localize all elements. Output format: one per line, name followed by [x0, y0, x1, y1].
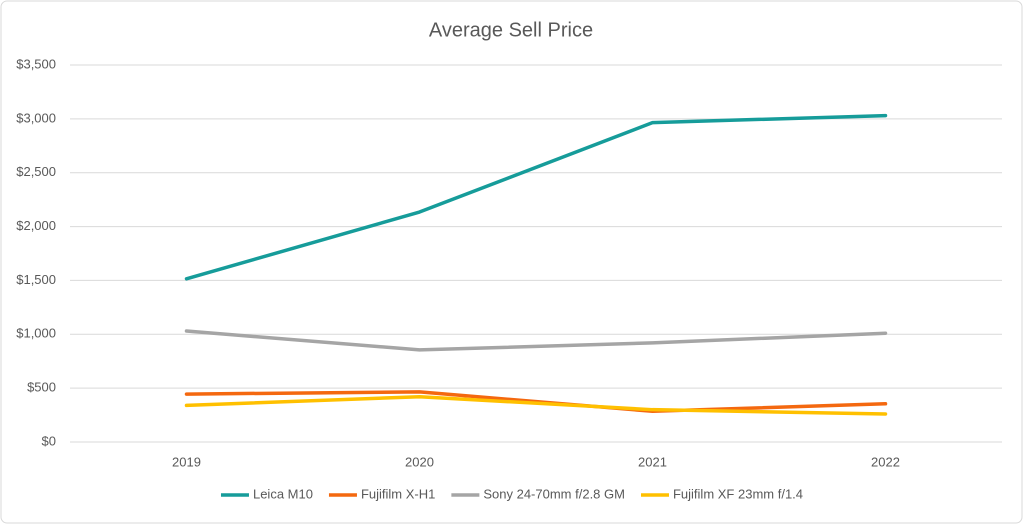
x-tick-label: 2022: [871, 454, 900, 469]
legend-label: Sony 24-70mm f/2.8 GM: [483, 486, 625, 501]
y-tick-label: $500: [27, 380, 56, 395]
x-tick-label: 2021: [638, 454, 667, 469]
legend-label: Fujifilm X-H1: [361, 486, 435, 501]
y-tick-label: $0: [42, 433, 56, 448]
y-tick-label: $3,000: [16, 110, 56, 125]
y-tick-label: $1,000: [16, 326, 56, 341]
legend-label: Leica M10: [253, 486, 313, 501]
x-tick-label: 2020: [405, 454, 434, 469]
x-tick-label: 2019: [172, 454, 201, 469]
data-line: [184, 113, 888, 281]
y-tick-label: $3,500: [16, 56, 56, 71]
legend-label: Fujifilm XF 23mm f/1.4: [673, 486, 803, 501]
chart-title: Average Sell Price: [429, 19, 593, 41]
data-line: [184, 395, 888, 416]
y-tick-label: $2,500: [16, 164, 56, 179]
data-line: [184, 329, 888, 352]
y-tick-label: $1,500: [16, 272, 56, 287]
y-tick-label: $2,000: [16, 218, 56, 233]
